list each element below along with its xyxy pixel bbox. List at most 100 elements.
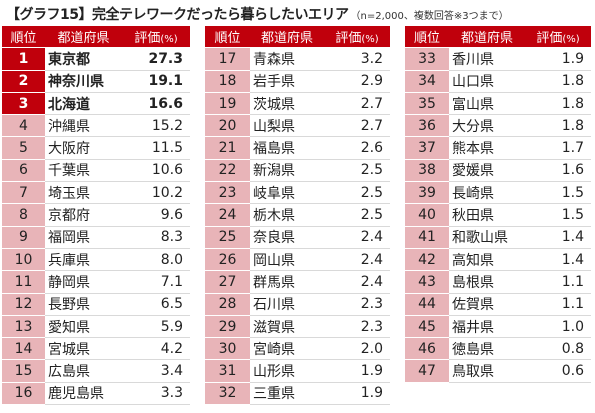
score-cell: 0.6	[525, 359, 591, 383]
table-row: 21 福島県 2.6	[205, 136, 390, 160]
table-row: 17 青森県 3.2	[205, 47, 390, 71]
prefecture-cell: 熊本県	[449, 136, 525, 160]
prefecture-cell: 広島県	[45, 359, 122, 383]
header-score: 評価(%)	[122, 26, 190, 49]
prefecture-cell: 岐阜県	[250, 181, 324, 205]
score-cell: 1.7	[525, 136, 591, 160]
prefecture-cell: 千葉県	[45, 159, 122, 183]
rank-cell: 40	[405, 203, 449, 227]
header-score-label: 評価	[134, 31, 161, 47]
table-row: 10 兵庫県 8.0	[2, 248, 190, 272]
table-row: 9 福岡県 8.3	[2, 226, 190, 249]
rank-cell: 22	[205, 159, 250, 183]
score-cell: 1.1	[525, 293, 591, 316]
score-cell: 8.0	[122, 248, 190, 272]
prefecture-cell: 沖縄県	[45, 114, 122, 138]
table-row: 34 山口県 1.8	[405, 70, 591, 93]
score-cell: 1.8	[525, 114, 591, 138]
score-cell: 8.3	[122, 226, 190, 249]
prefecture-cell: 奈良県	[250, 226, 324, 249]
table-row: 43 島根県 1.1	[405, 270, 591, 294]
prefecture-cell: 岡山県	[250, 248, 324, 272]
table-row: 19 茨城県 2.7	[205, 92, 390, 116]
rank-cell: 17	[205, 47, 250, 71]
rank-cell: 16	[2, 382, 45, 406]
rank-cell: 37	[405, 136, 449, 160]
title-row: 【グラフ15】完全テレワークだったら暮らしたいエリア （n=2,000、複数回答※…	[6, 4, 591, 24]
table-row: 47 鳥取県 0.6	[405, 359, 591, 383]
table-row: 40 秋田県 1.5	[405, 203, 591, 227]
prefecture-cell: 大分県	[449, 114, 525, 138]
rank-cell: 47	[405, 359, 449, 383]
score-cell: 1.8	[525, 92, 591, 116]
prefecture-cell: 大阪府	[45, 136, 122, 160]
table-row: 38 愛媛県 1.6	[405, 159, 591, 183]
table-row: 13 愛知県 5.9	[2, 315, 190, 339]
table-row: 33 香川県 1.9	[405, 47, 591, 71]
table-row: 27 群馬県 2.4	[205, 270, 390, 294]
score-cell: 2.7	[324, 114, 390, 138]
table-row: 32 三重県 1.9	[205, 382, 390, 406]
rank-cell: 32	[205, 382, 250, 406]
ranking-table-3: 順位 都道府県 評価(%) 33 香川県 1.9 34 山口県 1.8 35 富山県 1.8 36…	[405, 26, 591, 383]
score-cell: 16.6	[122, 92, 190, 116]
rank-cell: 46	[405, 337, 449, 361]
rank-cell: 3	[2, 92, 45, 116]
rank-cell: 30	[205, 337, 250, 361]
prefecture-cell: 兵庫県	[45, 248, 122, 272]
prefecture-cell: 岩手県	[250, 70, 324, 93]
rank-cell: 31	[205, 359, 250, 383]
rank-cell: 18	[205, 70, 250, 93]
table-row: 41 和歌山県 1.4	[405, 226, 591, 249]
chart-title: 【グラフ15】完全テレワークだったら暮らしたいエリア	[6, 7, 349, 23]
score-cell: 5.9	[122, 315, 190, 339]
header-score-unit: (%)	[160, 34, 178, 46]
ranking-body-3: 33 香川県 1.9 34 山口県 1.8 35 富山県 1.8 36 大分県 1.8 37 熊本県 1.7…	[405, 47, 591, 383]
table-row: 42 高知県 1.4	[405, 248, 591, 272]
score-cell: 2.7	[324, 92, 390, 116]
prefecture-cell: 三重県	[250, 382, 324, 406]
prefecture-cell: 石川県	[250, 293, 324, 316]
rank-cell: 25	[205, 226, 250, 249]
table-row: 46 徳島県 0.8	[405, 337, 591, 361]
prefecture-cell: 鹿児島県	[45, 382, 122, 406]
rank-cell: 34	[405, 70, 449, 93]
score-cell: 1.4	[525, 226, 591, 249]
rank-cell: 36	[405, 114, 449, 138]
prefecture-cell: 鳥取県	[449, 359, 525, 383]
score-cell: 2.5	[324, 159, 390, 183]
score-cell: 1.4	[525, 248, 591, 272]
rank-cell: 12	[2, 293, 45, 316]
header-prefecture: 都道府県	[250, 26, 324, 49]
rank-cell: 27	[205, 270, 250, 294]
rank-cell: 11	[2, 270, 45, 294]
score-cell: 6.5	[122, 293, 190, 316]
header-rank: 順位	[2, 26, 45, 49]
rank-cell: 21	[205, 136, 250, 160]
rank-cell: 6	[2, 159, 45, 183]
rank-cell: 4	[2, 114, 45, 138]
rank-cell: 14	[2, 337, 45, 361]
rank-cell: 39	[405, 181, 449, 205]
rank-cell: 7	[2, 181, 45, 205]
table-row: 4 沖縄県 15.2	[2, 114, 190, 138]
ranking-table-2: 順位 都道府県 評価(%) 17 青森県 3.2 18 岩手県 2.9 19 茨城県 2.7 20…	[205, 26, 390, 406]
score-cell: 2.4	[324, 226, 390, 249]
table-row: 29 滋賀県 2.3	[205, 315, 390, 339]
table-row: 14 宮城県 4.2	[2, 337, 190, 361]
rank-cell: 42	[405, 248, 449, 272]
score-cell: 9.6	[122, 203, 190, 227]
prefecture-cell: 京都府	[45, 203, 122, 227]
prefecture-cell: 福井県	[449, 315, 525, 339]
prefecture-cell: 埼玉県	[45, 181, 122, 205]
score-cell: 19.1	[122, 70, 190, 93]
score-cell: 27.3	[122, 47, 190, 71]
table-row: 15 広島県 3.4	[2, 359, 190, 383]
prefecture-cell: 山梨県	[250, 114, 324, 138]
prefecture-cell: 長野県	[45, 293, 122, 316]
table-row: 1 東京都 27.3	[2, 47, 190, 71]
table-row: 12 長野県 6.5	[2, 293, 190, 316]
table-row: 23 岐阜県 2.5	[205, 181, 390, 205]
header-prefecture: 都道府県	[449, 26, 525, 49]
table-row: 30 宮崎県 2.0	[205, 337, 390, 361]
